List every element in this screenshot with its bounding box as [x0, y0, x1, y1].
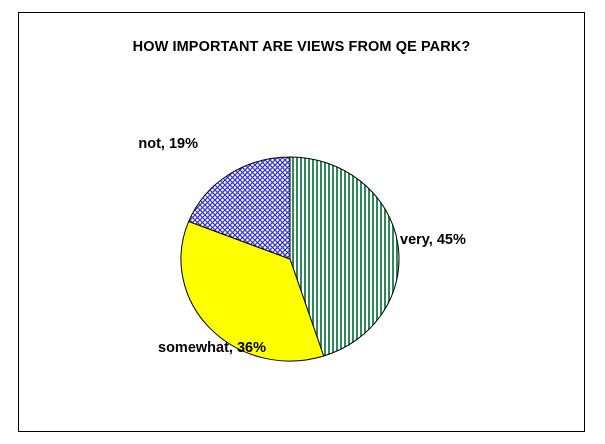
- pie-label-not: not, 19%: [138, 136, 198, 152]
- pie-slice-somewhat: [180, 220, 325, 362]
- pie-label-very: very, 45%: [400, 232, 466, 248]
- chart-title: HOW IMPORTANT ARE VIEWS FROM QE PARK?: [132, 39, 471, 55]
- pie-label-somewhat: somewhat, 36%: [158, 340, 266, 356]
- pie-slice-not: [187, 156, 291, 260]
- pie-slice-very: [289, 156, 400, 357]
